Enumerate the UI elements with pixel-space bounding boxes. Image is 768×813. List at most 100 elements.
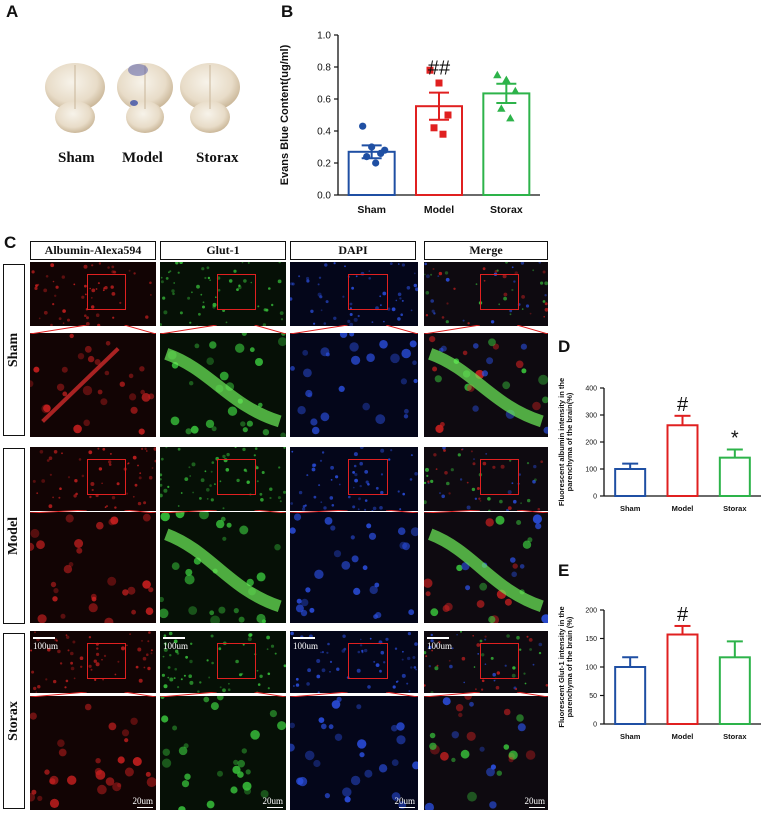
scale-bar-label: 100um xyxy=(427,641,453,651)
scale-bar-label: 100um xyxy=(163,641,189,651)
zoom-guide-lines xyxy=(290,325,418,334)
col-header-albumin: Albumin-Alexa594 xyxy=(30,241,156,260)
micrograph-sham-merge-zoom xyxy=(424,333,548,437)
roi-box xyxy=(216,643,257,679)
x-tick-label-sham: Sham xyxy=(620,732,641,741)
micrograph-storax-dapi-zoom: 20um xyxy=(290,696,418,810)
scale-bar xyxy=(427,637,449,639)
x-tick-label-model: Model xyxy=(672,732,694,741)
chart-evans-blue: 0.0 0.2 0.4 0.6 0.8 1.0 Evans Blue Content(ug/… xyxy=(279,31,540,216)
significance-marker-storax: * xyxy=(731,428,739,450)
data-point-model xyxy=(435,79,443,87)
scale-bar-label: 20um xyxy=(132,796,153,806)
panel-label-d: D xyxy=(558,337,571,356)
bar-storax xyxy=(718,656,751,725)
significance-marker-model: ## xyxy=(428,58,451,80)
micrograph-storax-merge-overview: 100um xyxy=(424,631,548,693)
roi-box xyxy=(86,274,127,310)
micrograph-storax-albumin-overview: 100um xyxy=(30,631,156,693)
micrograph-storax-merge-zoom: 20um xyxy=(424,696,548,810)
scale-bar xyxy=(163,637,185,639)
x-tick-label-model: Model xyxy=(424,204,454,216)
micrograph-sham-glut1-overview xyxy=(160,262,286,326)
y-tick-label: 200 xyxy=(585,439,597,446)
roi-box xyxy=(479,274,519,310)
zoom-guide-lines xyxy=(290,692,418,697)
data-point-sham xyxy=(359,122,367,130)
zoom-guide-lines xyxy=(30,325,156,334)
zoom-guide-lines xyxy=(424,325,548,334)
micrograph-model-albumin-overview xyxy=(30,447,156,511)
y-tick-label: 0.6 xyxy=(317,95,331,106)
roi-box xyxy=(479,643,519,679)
chart-glut1-intensity: 0 50 100 150 200 Fluorescent Glut-1 intensity… xyxy=(557,604,761,741)
scale-bar xyxy=(137,806,153,808)
micrograph-sham-dapi-zoom xyxy=(290,333,418,437)
significance-marker-model: # xyxy=(677,394,689,416)
bar-storax xyxy=(718,456,751,498)
zoom-guide-lines xyxy=(160,692,286,697)
data-point-sham xyxy=(368,143,376,151)
scale-bar-label: 100um xyxy=(293,641,319,651)
scale-bar-label: 20um xyxy=(394,796,415,806)
micrograph-model-glut1-overview xyxy=(160,447,286,511)
micrograph-storax-dapi-overview: 100um xyxy=(290,631,418,693)
zoom-guide-lines xyxy=(424,510,548,513)
brain-photos xyxy=(30,55,270,145)
roi-box xyxy=(216,274,257,310)
roi-box xyxy=(216,459,257,495)
data-point-sham xyxy=(381,146,389,154)
y-tick-label: 100 xyxy=(585,664,597,671)
roi-box xyxy=(347,274,388,310)
brain-label-model: Model xyxy=(122,150,163,166)
bar-storax xyxy=(482,92,531,196)
x-tick-label-sham: Sham xyxy=(357,204,386,216)
y-tick-label: 0.4 xyxy=(317,127,331,138)
micrograph-sham-albumin-zoom xyxy=(30,333,156,437)
micrograph-storax-albumin-zoom: 20um xyxy=(30,696,156,810)
y-tick-label: 300 xyxy=(585,412,597,419)
brain-model xyxy=(117,63,173,133)
zoom-guide-lines xyxy=(30,510,156,513)
y-tick-label: 100 xyxy=(585,466,597,473)
zoom-guide-lines xyxy=(424,692,548,697)
y-axis-label: Evans Blue Content(ug/ml) xyxy=(279,44,291,185)
bar-sham xyxy=(614,666,647,725)
micrograph-sham-albumin-overview xyxy=(30,262,156,326)
col-header-merge: Merge xyxy=(424,241,548,260)
x-tick-label-storax: Storax xyxy=(490,204,523,216)
row-header-storax: Storax xyxy=(3,633,25,809)
y-axis-label: Fluorescent albumin intensity in thepare… xyxy=(557,378,574,506)
roi-box xyxy=(86,643,127,679)
panel-label-e: E xyxy=(558,561,570,580)
scale-bar-label: 20um xyxy=(262,796,283,806)
brain-storax xyxy=(180,63,240,133)
data-point-model xyxy=(439,130,447,138)
y-tick-label: 50 xyxy=(589,693,597,700)
x-tick-label-sham: Sham xyxy=(620,504,641,513)
data-point-storax xyxy=(511,86,520,95)
y-tick-label: 150 xyxy=(585,636,597,643)
scale-bar xyxy=(293,637,315,639)
brain-sham xyxy=(45,63,105,133)
data-point-model xyxy=(444,111,452,119)
y-tick-label: 0 xyxy=(593,721,597,728)
scale-bar-label: 100um xyxy=(33,641,59,651)
bar-sham xyxy=(614,468,647,497)
roi-box xyxy=(479,459,519,495)
data-point-storax xyxy=(497,104,506,112)
brain-label-storax: Storax xyxy=(196,150,239,166)
data-point-model xyxy=(430,124,438,132)
zoom-guide-lines xyxy=(160,510,286,513)
y-tick-label: 0 xyxy=(593,493,597,500)
scale-bar xyxy=(267,806,283,808)
data-point-storax xyxy=(493,70,502,79)
roi-box xyxy=(86,459,127,495)
micrograph-model-albumin-zoom xyxy=(30,512,156,623)
micrograph-sham-dapi-overview xyxy=(290,262,418,326)
zoom-guide-lines xyxy=(290,510,418,513)
scale-bar xyxy=(33,637,55,639)
micrograph-storax-glut1-zoom: 20um xyxy=(160,696,286,810)
data-point-storax xyxy=(502,75,511,83)
y-tick-label: 0.0 xyxy=(317,191,331,202)
